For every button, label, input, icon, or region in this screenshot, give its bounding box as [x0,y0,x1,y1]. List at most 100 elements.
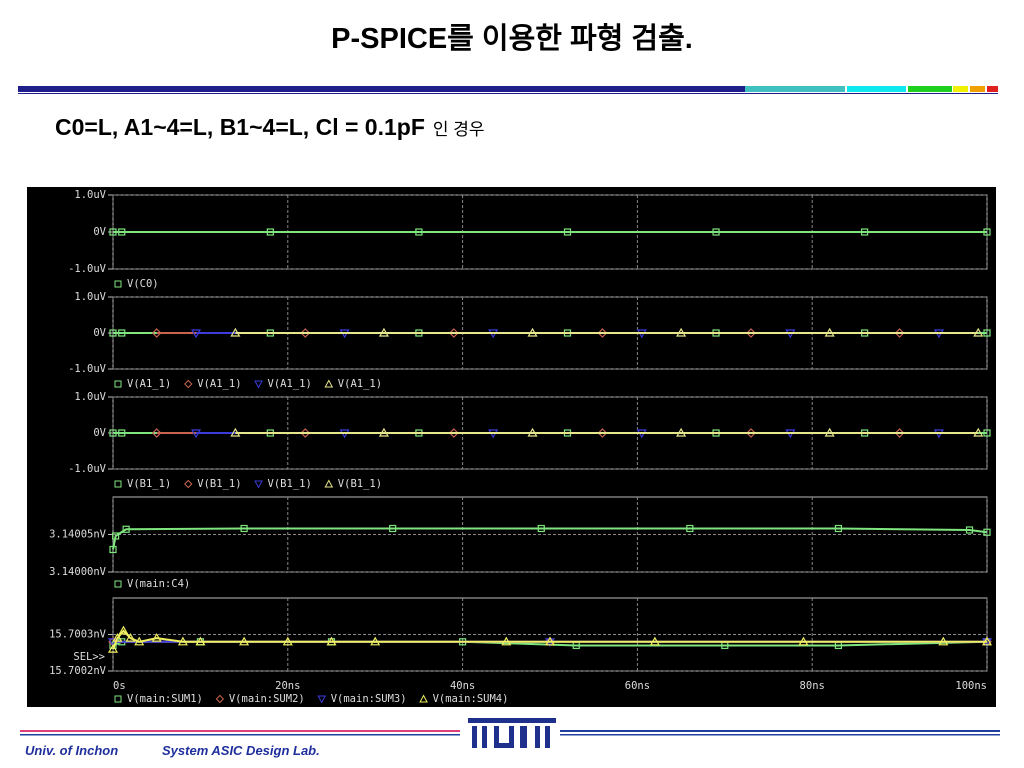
marker [109,228,117,236]
marker [118,429,126,437]
legend-label: V(A1_1) [127,378,171,390]
marker [125,632,136,642]
marker [824,327,835,337]
y-tick-label: 1.0uV [74,189,106,201]
marker [109,429,117,437]
marker [122,525,130,533]
marker [983,329,991,337]
marker [527,327,538,337]
marker [239,636,250,646]
marker [824,427,835,437]
y-tick-label: 1.0uV [74,391,106,403]
marker [544,636,556,646]
marker [378,327,389,337]
legend-label: V(B1_1) [338,478,382,490]
marker [746,328,756,338]
marker [378,427,389,437]
marker [118,329,126,337]
select-label: SEL>> [73,651,105,663]
legend-symbol [254,380,263,389]
subtitle: C0=L, A1~4=L, B1~4=L, Cl = 0.1pF 인 경우 [55,114,485,140]
marker [676,327,687,337]
marker [326,636,337,646]
marker [300,428,311,438]
marker [527,427,538,437]
marker [563,228,572,236]
legend-symbol [114,580,122,588]
legend-symbol [114,280,122,288]
legend-symbol [114,695,122,703]
legend-label: V(B1_1) [127,478,171,490]
marker [112,532,120,540]
marker [118,228,126,236]
marker [686,524,694,533]
marker [190,429,202,439]
x-tick-label: 20ns [275,680,300,692]
marker [266,228,274,236]
legend-label: V(B1_1) [268,478,312,490]
color-bar [18,86,998,94]
y-tick-label: 0V [93,327,106,339]
y-tick-label: 15.7002nV [49,665,107,677]
subtitle-suffix: 인 경우 [433,120,485,139]
legend-symbol [114,380,122,388]
legend-label: V(C0) [127,278,159,290]
x-tick-label: 40ns [450,680,475,692]
marker [449,428,459,438]
y-tick-label: -1.0uV [68,363,107,375]
y-tick-label: -1.0uV [68,463,107,475]
y-tick-label: 0V [93,226,106,238]
legend-label: V(A1_1) [197,378,241,390]
y-tick-label: 1.0uV [74,291,106,303]
marker [712,228,720,236]
marker [938,636,949,646]
marker [300,328,311,338]
marker [151,328,162,338]
legend-symbol [254,480,263,489]
y-tick-label: -1.0uV [68,263,107,275]
marker [746,428,756,438]
legend-label: V(main:SUM1) [127,693,203,705]
marker [112,632,123,642]
logo [468,718,556,748]
slide-title: P-SPICE를 이용한 파형 검출. [331,22,693,55]
marker [973,427,984,437]
legend-label: V(B1_1) [197,478,241,490]
marker [449,328,459,338]
marker [134,636,145,646]
marker [370,636,381,646]
y-tick-label: 15.7003nV [49,629,107,641]
marker [597,428,608,438]
legend-symbol [184,379,193,389]
marker [861,228,869,236]
legend-label: V(main:SUM3) [331,693,407,705]
marker [389,524,397,533]
legend-symbol [184,479,193,489]
footer-left: Univ. of Inchon [25,743,118,758]
marker [894,428,905,438]
marker [983,228,991,236]
footer-right: System ASIC Design Lab. [162,743,320,758]
legend-symbol [324,379,334,388]
legend-symbol [419,694,428,703]
marker [151,632,162,642]
marker [965,526,974,534]
marker [501,636,512,646]
marker [151,428,162,438]
marker [109,329,117,337]
legend-label: V(main:C4) [127,578,190,590]
marker [597,328,608,338]
marker [107,643,119,653]
marker [676,427,687,437]
y-tick-label: 3.14000nV [49,566,107,578]
legend-symbol [215,694,225,704]
marker [190,329,202,339]
marker [282,636,293,646]
marker [973,327,984,337]
marker [230,427,241,437]
footer-lines [20,730,1000,736]
legend-symbol [114,480,122,488]
x-tick-label: 60ns [625,680,650,692]
plot-window [27,187,996,707]
